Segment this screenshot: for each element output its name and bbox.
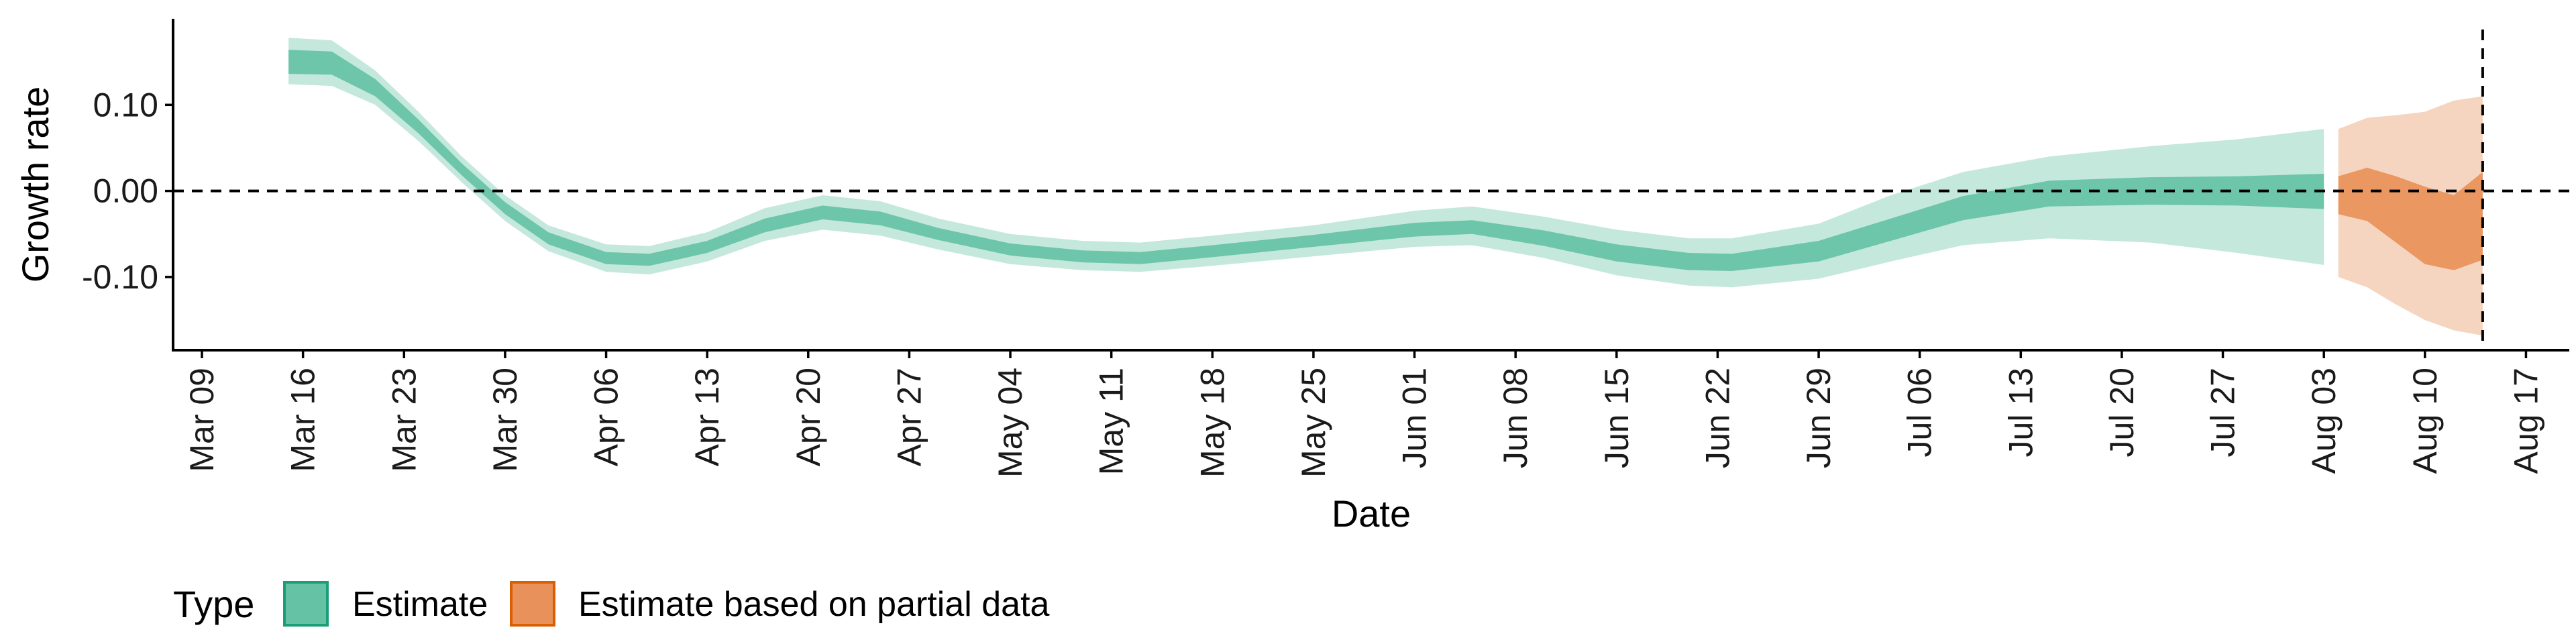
- x-tick-label: Apr 20: [790, 368, 827, 466]
- x-tick-label: Jul 27: [2204, 368, 2242, 457]
- x-tick-label: Apr 13: [688, 368, 726, 466]
- x-tick-label: Apr 06: [588, 368, 625, 466]
- x-tick-label: Mar 09: [183, 368, 221, 472]
- x-tick-label: Apr 27: [890, 368, 928, 466]
- x-tick-label: May 04: [991, 368, 1029, 478]
- legend: Type Estimate Estimate based on partial …: [173, 581, 1050, 627]
- legend-key-partial: [510, 581, 555, 627]
- axes: 0.10 0.00 -0.10 Mar 09 Mar 16 Mar 23 Mar 30 Apr…: [82, 19, 2569, 478]
- x-tick-label: Aug 17: [2507, 368, 2544, 474]
- x-tick-label: May 11: [1093, 368, 1130, 475]
- x-tick-label: Jun 29: [1800, 368, 1837, 468]
- legend-key-estimate: [283, 581, 329, 627]
- x-axis-title: Date: [1332, 492, 1411, 535]
- y-axis-title: Growth rate: [14, 87, 56, 283]
- x-tick-label: Aug 03: [2305, 368, 2343, 474]
- x-tick-label: Aug 10: [2406, 368, 2444, 474]
- y-tick-label: 0.00: [93, 172, 158, 210]
- x-tick-label: Jun 22: [1699, 368, 1736, 468]
- x-tick-label: Jul 13: [2002, 368, 2039, 457]
- x-tick-label: Mar 16: [284, 368, 322, 472]
- x-tick-label: Jun 15: [1598, 368, 1635, 468]
- ribbon-50-estimate: [288, 50, 2324, 271]
- y-tick-label: 0.10: [93, 86, 158, 123]
- ribbon-50-partial: [2338, 168, 2483, 270]
- legend-label-partial: Estimate based on partial data: [578, 585, 1050, 624]
- x-tick-label: Jun 08: [1497, 368, 1534, 468]
- plot-area: [173, 30, 2569, 350]
- x-tick-label: Jun 01: [1396, 368, 1434, 468]
- x-tick-label: Mar 30: [486, 368, 524, 472]
- x-tick-label: Jul 20: [2103, 368, 2141, 457]
- legend-label-estimate: Estimate: [352, 585, 488, 624]
- legend-title: Type: [173, 583, 254, 625]
- x-tick-label: May 18: [1193, 368, 1231, 478]
- x-tick-label: Jul 06: [1901, 368, 1939, 457]
- x-tick-label: May 25: [1295, 368, 1332, 478]
- x-tick-label: Mar 23: [385, 368, 423, 472]
- y-tick-label: -0.10: [82, 258, 158, 296]
